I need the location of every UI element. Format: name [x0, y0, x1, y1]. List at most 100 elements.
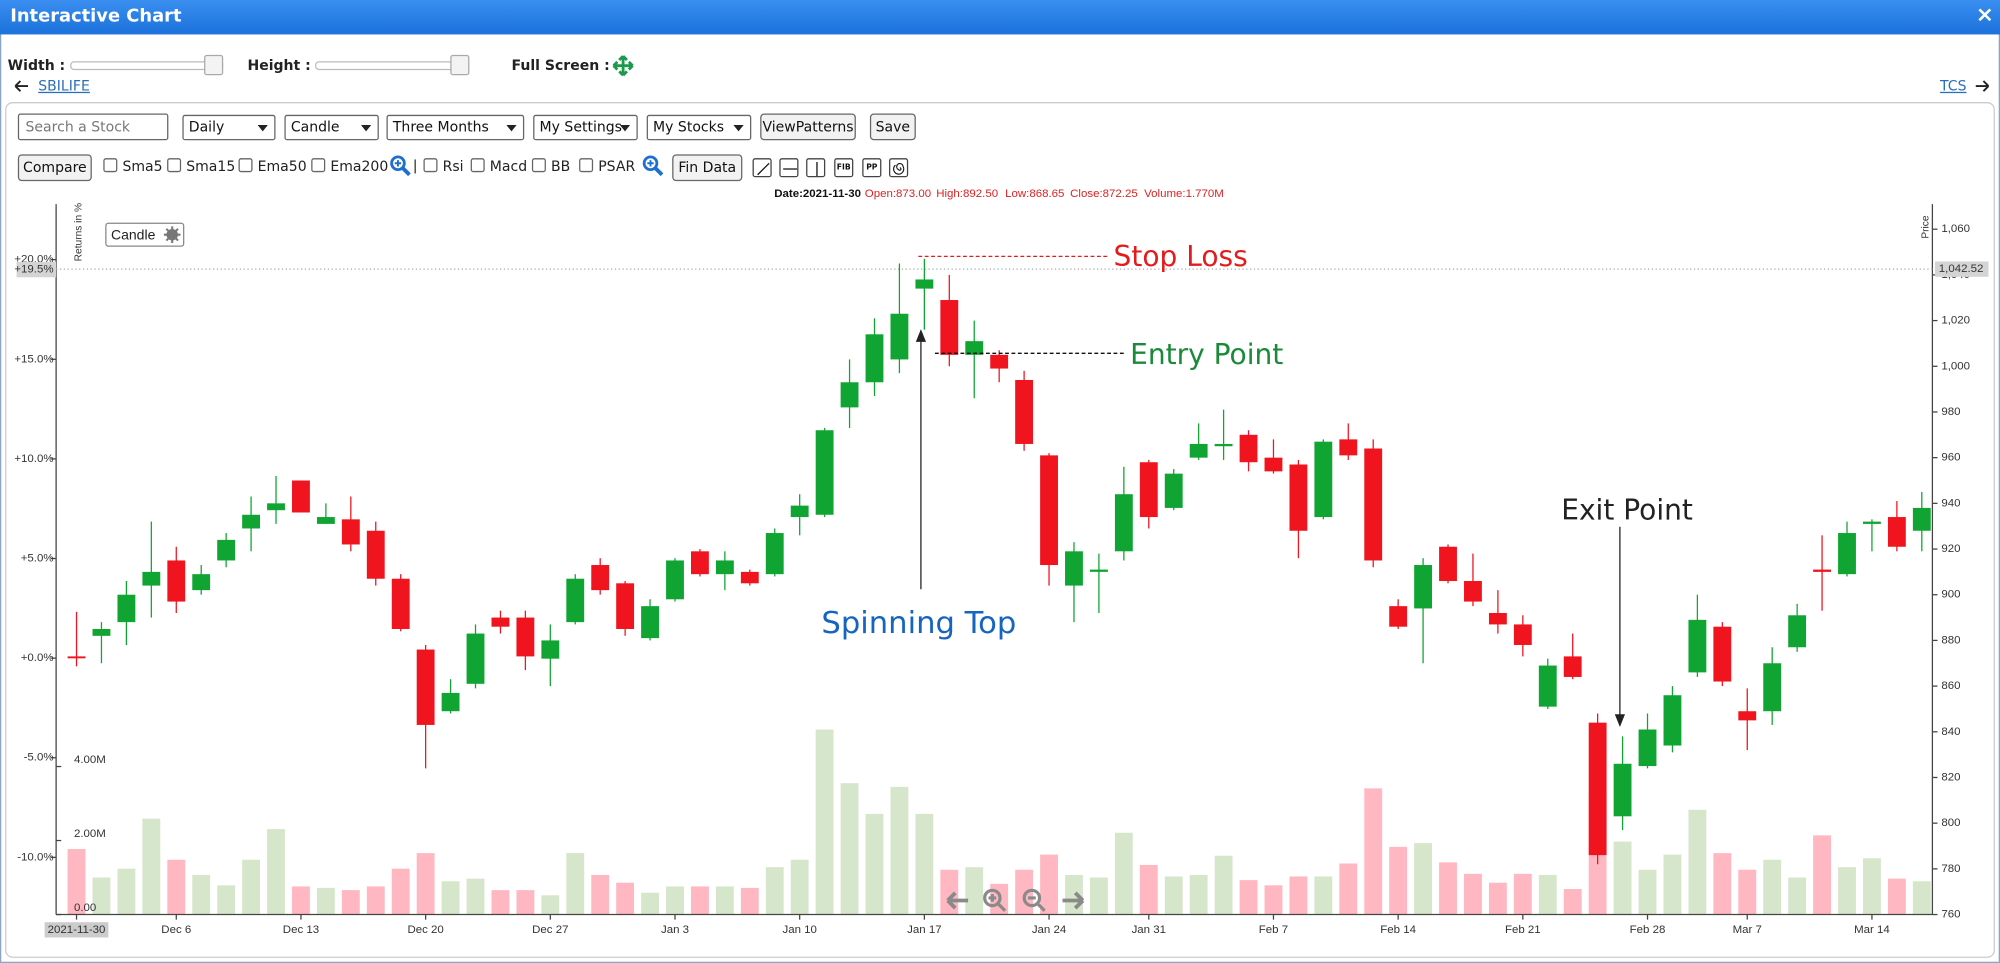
info-close: Close:872.25 [1070, 188, 1138, 200]
volume-bar [1065, 874, 1083, 915]
candle-body [1513, 624, 1532, 645]
candle-body [142, 571, 161, 586]
close-button[interactable]: × [1975, 2, 1994, 29]
crosshair-date-box [44, 922, 109, 938]
axes-layer: 760 780 800 820 840 860 880 900 920 940 960 980 1,00… [14, 204, 1989, 938]
vertical-line-tool[interactable] [806, 158, 826, 178]
pivot-points-tool[interactable]: PP [862, 158, 882, 178]
volume-bar [566, 853, 585, 915]
volume-tick-label: 0.00 [74, 902, 96, 914]
save-button[interactable]: Save [869, 113, 916, 141]
chart-panel [5, 102, 1995, 958]
candle-body [1838, 533, 1856, 575]
checkbox[interactable] [531, 158, 546, 173]
candle-body [740, 571, 759, 584]
search-box[interactable]: Search a Stock [17, 113, 169, 141]
candle-body [1538, 665, 1557, 707]
candle-body [840, 382, 859, 408]
volume-bar [441, 881, 460, 915]
zoom-icon[interactable] [389, 154, 411, 177]
volume-bar [915, 813, 934, 915]
candle-body [1863, 521, 1881, 524]
zoom-out[interactable] [1022, 888, 1046, 912]
zoom-in[interactable] [983, 888, 1007, 912]
oscillator-label: Rsi [442, 158, 464, 175]
checkbox[interactable] [238, 158, 253, 173]
candle-body [641, 606, 659, 639]
full-screen-icon[interactable] [612, 55, 634, 77]
candle-body [940, 300, 959, 355]
fin-data-button[interactable]: Fin Data [672, 154, 743, 182]
checkbox[interactable] [423, 158, 438, 173]
last-return-box [16, 261, 57, 278]
title-bar: Interactive Chart × [0, 0, 2000, 35]
volume-bar [1663, 854, 1682, 915]
stocks-select[interactable]: My Stocks [646, 114, 752, 141]
settings-gear[interactable] [163, 226, 181, 243]
oscillator-label: Macd [489, 158, 528, 175]
y2-tick-label: +5.0% [21, 553, 54, 565]
pan-right[interactable] [1062, 891, 1085, 910]
horizontal-line-tool[interactable] [779, 158, 799, 178]
volume-bar [765, 867, 784, 915]
view-patterns-button[interactable]: ViewPatterns [760, 113, 856, 141]
volume-bar [1788, 877, 1807, 915]
volume-bar [1838, 867, 1856, 915]
candle-body [1015, 379, 1034, 444]
checkbox[interactable] [470, 158, 485, 173]
checkbox[interactable] [579, 158, 594, 173]
volume-bar [142, 818, 161, 915]
fibonacci-tool[interactable]: FIB [834, 158, 854, 178]
pan-left[interactable] [946, 891, 969, 910]
period-select[interactable]: Three Months [386, 114, 525, 141]
candle-body [715, 560, 734, 575]
candle-body [1488, 612, 1507, 625]
interval-select[interactable]: Daily [182, 114, 276, 141]
candle-body [366, 530, 385, 579]
volume-bar [1139, 864, 1158, 915]
checkbox[interactable] [103, 158, 118, 173]
chart-type-select[interactable]: Candle [284, 114, 379, 141]
prev-arrow[interactable] [14, 79, 29, 93]
candle-body [1139, 462, 1158, 518]
x-tick-label: Mar 7 [1733, 924, 1762, 936]
checkbox[interactable] [167, 158, 182, 173]
candle-body [541, 640, 560, 659]
annotation: Entry Point [1130, 338, 1283, 371]
next-arrow[interactable] [1974, 79, 1990, 93]
y-tick-label: 800 [1941, 817, 1960, 829]
annotation: Spinning Top [821, 606, 1016, 641]
volume-bar [940, 869, 959, 915]
height-slider-thumb[interactable] [450, 54, 470, 76]
candle-body [192, 574, 211, 591]
volume-bar [117, 868, 136, 915]
legend-box[interactable] [105, 222, 185, 247]
trend-line-tool[interactable] [752, 158, 772, 178]
candle-body [416, 649, 435, 725]
checkbox[interactable] [311, 158, 326, 173]
volume-bar [1763, 859, 1782, 915]
candle-body [1813, 569, 1831, 572]
y-tick-label: 940 [1941, 497, 1960, 509]
x-tick-label: Dec 20 [407, 924, 443, 936]
prev-stock-link[interactable]: SBILIFE [38, 77, 90, 95]
x-tick-label: 2021-11-30 [48, 924, 106, 936]
next-stock-link[interactable]: TCS [1940, 77, 1967, 95]
y-tick-label: 960 [1941, 452, 1960, 464]
y2-tick-label: +0.0% [21, 652, 54, 664]
spiral-tool[interactable] [889, 158, 909, 178]
y-tick-label: 860 [1941, 680, 1960, 692]
volume-bar [1414, 843, 1433, 915]
volume-bar [890, 786, 909, 915]
volume-bar [1389, 846, 1408, 915]
settings-select[interactable]: My Settings [533, 114, 638, 141]
volume-bar [1538, 874, 1557, 915]
width-slider-thumb[interactable] [204, 54, 224, 76]
x-tick-label: Jan 10 [782, 924, 816, 936]
compare-button[interactable]: Compare [17, 154, 92, 182]
candle-body [890, 313, 909, 360]
zoom-icon[interactable] [642, 154, 664, 177]
volume-bar [865, 813, 884, 915]
